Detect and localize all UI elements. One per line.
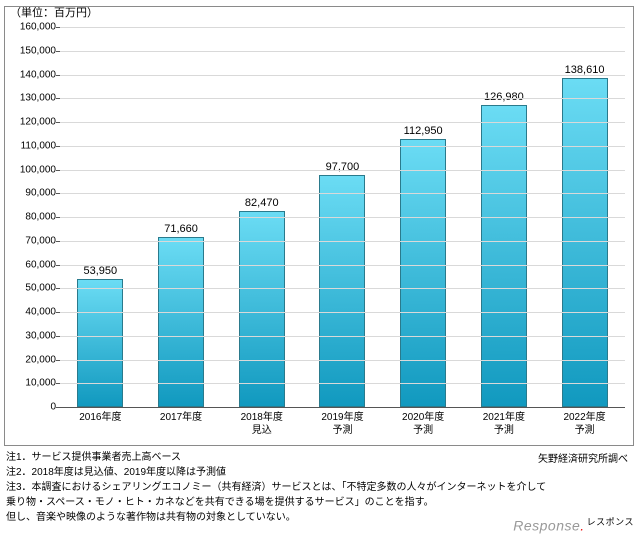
note-line: 注2．2018年度は見込値、2019年度以降は予測値: [6, 465, 634, 480]
y-tick-label: 60,000: [25, 259, 56, 270]
x-axis: 2016年度2017年度2018年度見込2019年度予測2020年度予測2021…: [60, 407, 625, 437]
bar-slot: 97,700: [302, 161, 382, 407]
y-tickmark: [56, 288, 60, 289]
gridline: [60, 241, 625, 242]
y-tickmark: [56, 217, 60, 218]
gridline: [60, 122, 625, 123]
y-tickmark: [56, 360, 60, 361]
gridline: [60, 265, 625, 266]
y-tick-label: 160,000: [20, 22, 56, 33]
y-tickmark: [56, 336, 60, 337]
bar-slot: 82,470: [222, 197, 302, 407]
bar: [562, 78, 608, 407]
plot-area: 53,95071,66082,47097,700112,950126,98013…: [60, 27, 625, 407]
y-tick-label: 50,000: [25, 283, 56, 294]
gridline: [60, 383, 625, 384]
y-tickmark: [56, 383, 60, 384]
gridline: [60, 170, 625, 171]
gridline: [60, 51, 625, 52]
y-tick-label: 40,000: [25, 307, 56, 318]
y-tickmark: [56, 265, 60, 266]
y-tickmark: [56, 98, 60, 99]
notes: 注1．サービス提供事業者売上高ベース注2．2018年度は見込値、2019年度以降…: [6, 450, 634, 525]
gridline: [60, 98, 625, 99]
watermark-text: Response.: [513, 518, 584, 534]
bar: [77, 279, 123, 407]
y-tick-label: 150,000: [20, 45, 56, 56]
y-tick-label: 90,000: [25, 188, 56, 199]
x-tick-label: 2018年度見込: [222, 407, 302, 437]
y-tick-label: 0: [50, 402, 56, 413]
y-tickmark: [56, 170, 60, 171]
bar-value-label: 97,700: [326, 161, 360, 173]
y-tickmark: [56, 75, 60, 76]
gridline: [60, 336, 625, 337]
y-tick-label: 130,000: [20, 93, 56, 104]
bar-slot: 71,660: [141, 223, 221, 407]
gridline: [60, 217, 625, 218]
bar-value-label: 53,950: [84, 265, 118, 277]
x-tick-label: 2017年度: [141, 407, 221, 437]
y-tick-label: 100,000: [20, 164, 56, 175]
gridline: [60, 312, 625, 313]
y-tickmark: [56, 312, 60, 313]
watermark: Response.レスポンス: [513, 515, 634, 534]
y-tickmark: [56, 146, 60, 147]
y-tick-label: 70,000: [25, 235, 56, 246]
bar: [158, 237, 204, 407]
x-tick-label: 2016年度: [60, 407, 140, 437]
bar-value-label: 71,660: [164, 223, 198, 235]
x-tick-label: 2022年度予測: [545, 407, 625, 437]
y-tick-label: 110,000: [21, 140, 56, 151]
y-tick-label: 20,000: [25, 354, 56, 365]
note-line: 注3．本調査におけるシェアリングエコノミー（共有経済）サービスとは、「不特定多数…: [6, 480, 634, 495]
bar: [481, 105, 527, 407]
x-tick-label: 2020年度予測: [383, 407, 463, 437]
bar-slot: 112,950: [383, 125, 463, 407]
bar-slot: 138,610: [545, 64, 625, 407]
y-tickmark: [56, 241, 60, 242]
y-tickmark: [56, 27, 60, 28]
y-tickmark: [56, 51, 60, 52]
y-tick-label: 30,000: [25, 330, 56, 341]
gridline: [60, 193, 625, 194]
y-tick-label: 10,000: [25, 378, 56, 389]
gridline: [60, 27, 625, 28]
y-tick-label: 120,000: [20, 117, 56, 128]
gridline: [60, 146, 625, 147]
y-tickmark: [56, 122, 60, 123]
y-tick-label: 80,000: [25, 212, 56, 223]
x-tick-label: 2019年度予測: [302, 407, 382, 437]
bar: [400, 139, 446, 407]
note-line: 乗り物・スペース・モノ・ヒト・カネなどを共有できる場を提供するサービス」のことを…: [6, 495, 634, 510]
x-tick-label: 2021年度予測: [464, 407, 544, 437]
chart-container: 53,95071,66082,47097,700112,950126,98013…: [4, 6, 634, 446]
bar-value-label: 82,470: [245, 197, 279, 209]
note-line: 注1．サービス提供事業者売上高ベース: [6, 450, 634, 465]
gridline: [60, 360, 625, 361]
watermark-jp: レスポンス: [587, 515, 634, 528]
y-tick-label: 140,000: [20, 69, 56, 80]
y-tickmark: [56, 193, 60, 194]
gridline: [60, 288, 625, 289]
bar: [319, 175, 365, 407]
bar-value-label: 112,950: [404, 125, 443, 137]
gridline: [60, 75, 625, 76]
